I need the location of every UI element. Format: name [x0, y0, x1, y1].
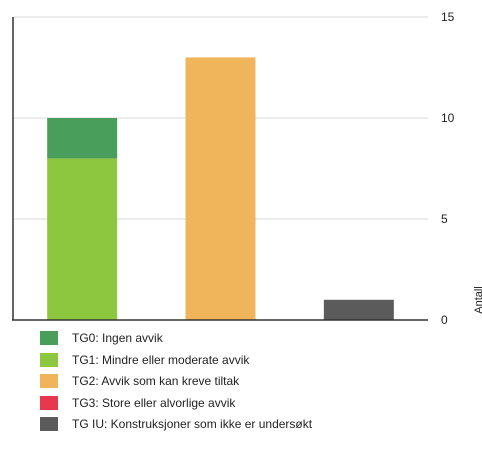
bar-segment — [324, 300, 394, 320]
bar-chart: 0 5 10 15 Antall — [0, 0, 482, 330]
bar-segment — [47, 118, 117, 158]
bar-segment — [186, 57, 256, 320]
legend-item: TG0: Ingen avvik — [40, 331, 312, 345]
bar-segment — [47, 158, 117, 320]
legend-label: TG1: Mindre eller moderate avvik — [72, 353, 249, 367]
y-axis-title: Antall — [473, 286, 482, 314]
legend-label: TG3: Store eller alvorlige avvik — [72, 396, 235, 410]
y-tick-labels: 0 5 10 15 — [441, 10, 455, 327]
legend-item: TG1: Mindre eller moderate avvik — [40, 353, 312, 367]
y-tick-label: 10 — [441, 111, 455, 125]
legend-label: TG2: Avvik som kan kreve tiltak — [72, 374, 239, 388]
y-tick-label: 5 — [441, 212, 448, 226]
legend-swatch — [40, 353, 58, 367]
legend-label: TG0: Ingen avvik — [72, 331, 163, 345]
legend-swatch — [40, 417, 58, 431]
legend-label: TG IU: Konstruksjoner som ikke er unders… — [72, 417, 312, 431]
legend: TG0: Ingen avvik TG1: Mindre eller modera… — [40, 331, 312, 439]
legend-swatch — [40, 374, 58, 388]
legend-swatch — [40, 331, 58, 345]
legend-item: TG2: Avvik som kan kreve tiltak — [40, 374, 312, 388]
bars — [47, 57, 394, 320]
legend-swatch — [40, 396, 58, 410]
legend-item: TG3: Store eller alvorlige avvik — [40, 396, 312, 410]
legend-item: TG IU: Konstruksjoner som ikke er unders… — [40, 417, 312, 431]
y-tick-label: 0 — [441, 313, 448, 327]
y-tick-label: 15 — [441, 10, 455, 24]
